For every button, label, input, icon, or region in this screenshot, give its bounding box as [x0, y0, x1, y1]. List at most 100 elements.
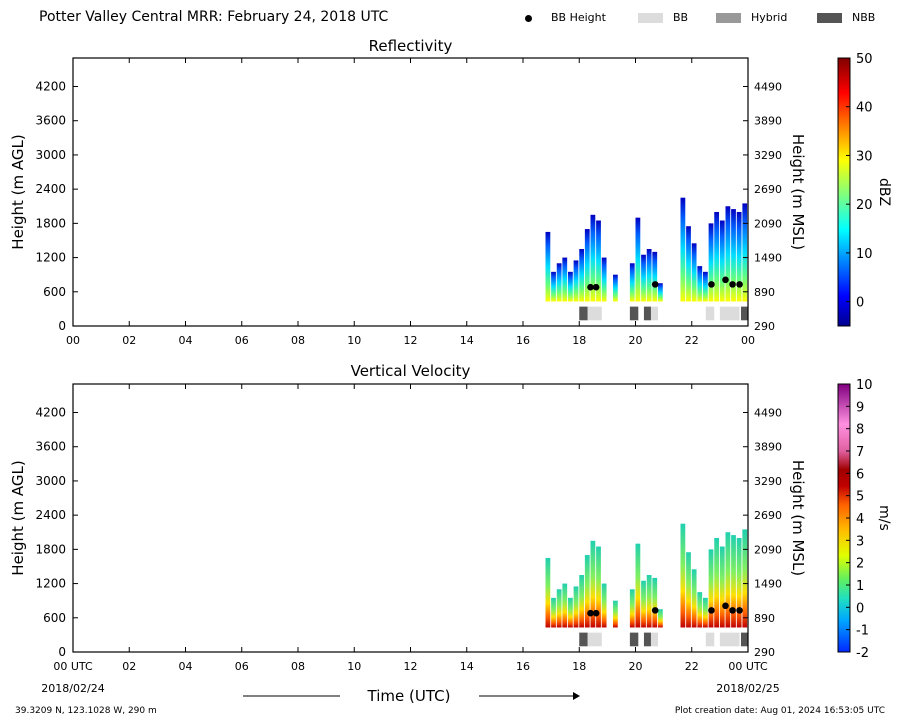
echo-column — [714, 537, 720, 628]
y-tick-label: 0 — [58, 319, 66, 333]
echo-column — [573, 260, 579, 302]
y2-tick-label: 2690 — [754, 183, 782, 196]
classification-bar-nbb — [643, 632, 651, 647]
colorbar — [837, 57, 851, 327]
y2-axis-label: Height (m MSL) — [789, 134, 807, 250]
echo-column — [691, 569, 697, 628]
station-location: 39.3209 N, 123.1028 W, 290 m — [15, 706, 157, 716]
colorbar-tick-label: 10 — [856, 247, 873, 262]
y-tick-label: 1200 — [35, 577, 66, 591]
colorbar-tick-label: 7 — [856, 445, 864, 460]
y-tick-label: 3000 — [35, 474, 66, 488]
echo-column — [731, 535, 736, 628]
y2-tick-label: 290 — [754, 646, 775, 659]
x-tick-label: 16 — [516, 660, 530, 673]
bb-height-legend-marker — [525, 15, 532, 22]
classification-bar-bb — [719, 306, 740, 321]
x-tick-label: 08 — [291, 334, 305, 347]
legend-label-hybrid: Hybrid — [751, 11, 788, 24]
y2-axis-label: Height (m MSL) — [789, 460, 807, 576]
bb-height-point — [729, 281, 736, 288]
bb-height-point — [651, 607, 659, 614]
bb-height-point — [736, 281, 743, 288]
classification-bar-nbb — [579, 632, 588, 647]
echo-column — [725, 532, 731, 628]
echo-column — [568, 271, 573, 302]
y2-tick-label: 890 — [754, 612, 775, 625]
y-axis-label: Height (m AGL) — [9, 134, 27, 249]
colorbar-tick-label: 3 — [856, 534, 864, 549]
echo-column — [601, 583, 607, 628]
bb-height-point — [722, 602, 729, 610]
y-tick-label: 4200 — [35, 80, 66, 94]
x-date-end: 2018/02/25 — [716, 682, 779, 695]
x-tick-label: 00 — [66, 334, 80, 347]
bb-height-point — [708, 281, 715, 288]
echo-column — [708, 223, 714, 302]
x-tick-label: 18 — [572, 334, 586, 347]
y2-tick-label: 890 — [754, 286, 775, 299]
colorbar-tick-label: 6 — [856, 467, 864, 482]
y2-tick-label: 4490 — [754, 407, 782, 420]
echo-column — [562, 257, 568, 302]
echo-column — [635, 543, 641, 628]
y2-tick-label: 3290 — [754, 475, 782, 488]
bb-height-point — [592, 283, 600, 291]
y-tick-label: 600 — [43, 611, 66, 625]
echo-column — [545, 231, 551, 302]
x-tick-label: 00 UTC — [728, 660, 768, 673]
x-tick-label: 20 — [629, 660, 643, 673]
y2-tick-label: 3290 — [754, 149, 782, 162]
colorbar-tick-label: 40 — [856, 101, 873, 116]
y-tick-label: 1200 — [35, 251, 66, 265]
bb-height-point — [722, 276, 729, 284]
echo-column — [641, 580, 646, 628]
bb-legend-swatch — [638, 13, 663, 23]
colorbar-tick-label: 1 — [856, 579, 864, 594]
echo-column — [697, 266, 703, 302]
y2-tick-label: 2690 — [754, 509, 782, 522]
echo-column — [652, 251, 658, 302]
echo-column — [691, 243, 697, 302]
classification-bar-nbb — [629, 306, 639, 321]
x-date-start: 2018/02/24 — [41, 682, 104, 695]
echo-column — [703, 597, 708, 628]
colorbar-tick-label: -1 — [856, 624, 869, 639]
echo-column — [658, 609, 663, 628]
y-axis-label: Height (m AGL) — [9, 460, 27, 575]
echo-column — [629, 263, 635, 302]
echo-column — [703, 271, 708, 302]
echo-column — [641, 254, 646, 302]
echo-column — [686, 226, 691, 302]
x-tick-label: 00 — [741, 334, 755, 347]
y2-tick-label: 290 — [754, 320, 775, 333]
y2-tick-label: 1490 — [754, 578, 782, 591]
colorbar-tick-label: 10 — [856, 378, 873, 393]
classification-bar-nbb — [740, 306, 748, 321]
y2-tick-label: 4490 — [754, 81, 782, 94]
colorbar-tick-label: 20 — [856, 198, 873, 213]
echo-column — [579, 249, 585, 302]
legend: BB Height BB Hybrid NBB — [520, 9, 900, 29]
y-tick-label: 3600 — [35, 440, 66, 454]
echo-column — [731, 209, 736, 302]
echo-column — [697, 592, 703, 628]
colorbar-tick-label: 5 — [856, 490, 864, 505]
echo-column — [551, 597, 556, 628]
y-tick-label: 3600 — [35, 114, 66, 128]
nbb-legend-swatch — [817, 13, 842, 23]
y2-tick-label: 2090 — [754, 217, 782, 230]
echo-column — [556, 589, 562, 628]
y2-tick-label: 3890 — [754, 115, 782, 128]
echo-column — [708, 549, 714, 628]
colorbar-tick-label: 50 — [856, 52, 873, 67]
x-tick-label: 14 — [460, 660, 474, 673]
y2-tick-label: 2090 — [754, 543, 782, 556]
echo-column — [568, 597, 573, 628]
echo-column — [573, 586, 579, 628]
echo-column — [584, 229, 590, 302]
classification-bar-nbb — [643, 306, 651, 321]
y2-tick-label: 3890 — [754, 441, 782, 454]
bb-height-point — [729, 607, 736, 614]
